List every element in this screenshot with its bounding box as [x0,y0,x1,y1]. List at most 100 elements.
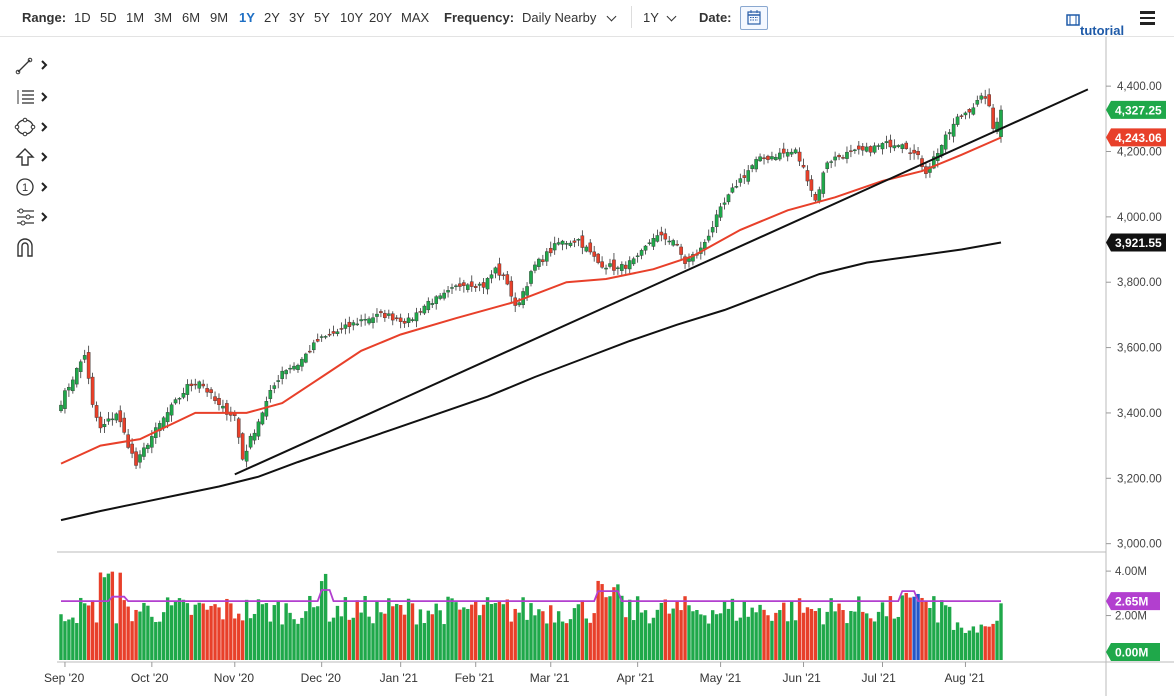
candle-body [221,405,225,409]
time-tick-label: Nov '20 [214,671,255,685]
candle-body [813,194,818,201]
volume-bar [707,623,711,660]
candle-body [778,152,782,160]
candle-body [410,319,415,321]
volume-bar [884,616,889,660]
candle-body [975,100,980,105]
range-button-2y[interactable]: 2Y [264,10,280,25]
hamburger-menu-icon[interactable] [1140,11,1155,25]
volume-bar [556,611,561,660]
candle-body [849,150,853,152]
volume-bar [651,617,656,660]
candle-body [331,331,336,334]
volume-bar [793,620,798,660]
fibonacci-tool-icon[interactable] [14,86,52,108]
volume-bar [845,623,849,660]
time-tick-label: Dec '20 [301,671,342,685]
pattern-tool-icon[interactable] [14,206,52,228]
volume-bar [470,604,474,660]
candle-body [663,233,668,240]
price-tag [1106,100,1166,119]
volume-bar [861,611,865,660]
volume-bar [868,618,873,660]
range-button-5y[interactable]: 5Y [314,10,330,25]
candle-body [280,370,284,379]
range-button-10y[interactable]: 10Y [340,10,364,25]
range-button-9m[interactable]: 9M [210,10,229,25]
volume-bar [71,617,75,660]
candle-body [999,109,1003,137]
calendar-icon[interactable] [740,6,768,30]
candle-body [351,322,356,326]
volume-bar [134,609,138,660]
volume-bar [118,572,122,660]
chevron-down-icon[interactable] [666,11,677,22]
frequency-dropdown[interactable]: Daily Nearby [522,10,597,25]
candle-body [841,157,845,159]
volume-bar [659,603,664,660]
candle-body [821,172,826,194]
candle-body [805,170,810,182]
range-button-3m[interactable]: 3M [154,10,173,25]
range-button-1y[interactable]: 1Y [239,10,255,25]
candle-body [556,242,561,245]
volume-bar [181,599,186,660]
candle-body [86,352,91,379]
volume-bar [252,613,257,660]
volume-bar [947,606,952,660]
range-button-1m[interactable]: 1M [126,10,145,25]
volume-bar [355,600,359,660]
volume-bar [746,616,750,660]
tutorial-link[interactable]: tutorial [1066,13,1124,38]
candle-body [193,383,198,386]
candle-body [323,336,328,338]
volume-bar [936,622,940,660]
price-chart[interactable]: 3,000.00 3,200.00 3,400.00 3,600.00 3,800.00… [0,37,1174,696]
candle-body [300,358,304,367]
volume-bar [809,608,814,660]
volume-bar [517,612,521,660]
price-tag-label: 4,243.06 [1115,131,1162,145]
candle-body [932,156,936,169]
candle-body [252,432,257,441]
candle-body [414,312,419,322]
volume-bar [173,600,178,660]
volume-bar [687,605,691,660]
candle-body [197,381,202,389]
candle-body [387,313,391,316]
range-button-1d[interactable]: 1D [74,10,91,25]
candle-body [631,258,636,265]
candle-body [643,245,648,251]
magnet-icon[interactable] [14,236,52,258]
period-dropdown[interactable]: 1Y [643,10,659,25]
volume-bar [718,613,723,660]
volume-bar [789,600,794,660]
candle-body [189,383,194,387]
range-button-max[interactable]: MAX [401,10,430,25]
volume-bar [679,610,683,660]
candle-body [288,367,292,370]
chevron-down-icon[interactable] [606,11,617,22]
shapes-tool-icon[interactable] [14,116,52,138]
candle-body [714,214,719,227]
volume-bar [438,610,442,660]
volume-bar [833,611,837,660]
volume-tick-label: 4.00M [1115,566,1147,578]
arrow-tool-icon[interactable] [14,146,52,168]
volume-bar [197,602,201,660]
volume-bar [474,600,478,660]
range-button-5d[interactable]: 5D [100,10,117,25]
candle-body [568,242,573,246]
counter-tool-icon[interactable]: 1 [14,176,52,198]
volume-bar [442,624,446,660]
date-label: Date: [699,10,732,25]
range-button-20y[interactable]: 20Y [369,10,393,25]
line-tool-icon[interactable] [14,54,52,76]
candle-body [967,109,972,113]
volume-bar [774,612,778,660]
range-button-3y[interactable]: 3Y [289,10,305,25]
volume-bar [549,605,553,660]
volume-bar [975,632,980,660]
volume-bar [600,584,604,660]
range-button-6m[interactable]: 6M [182,10,201,25]
